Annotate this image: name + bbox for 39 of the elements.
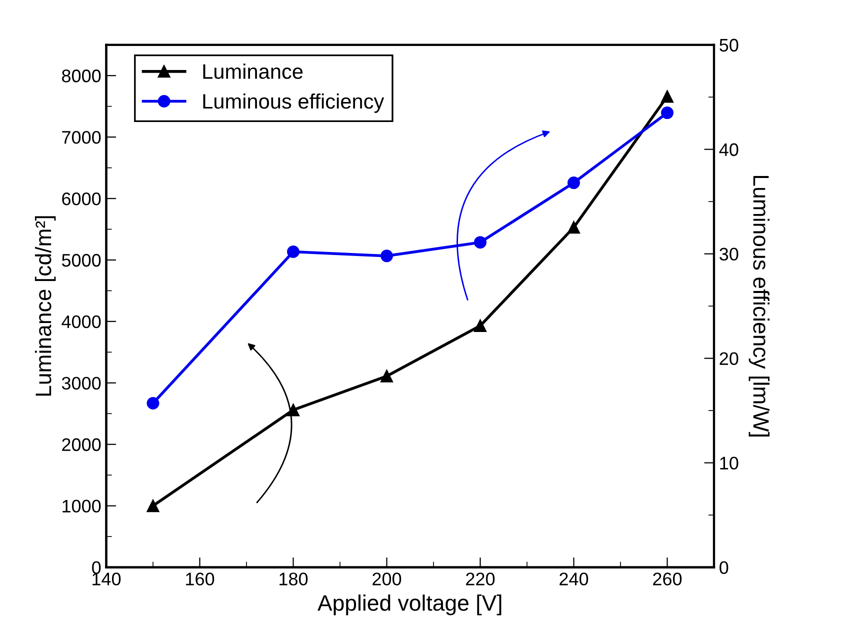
y2-tick-label: 30 xyxy=(720,248,738,261)
point xyxy=(287,245,300,258)
x-tick-label: 200 xyxy=(372,572,402,586)
point xyxy=(568,176,580,190)
x-tick-label: 160 xyxy=(186,572,214,586)
y-tick-label: 0 xyxy=(92,561,101,574)
point xyxy=(380,370,393,382)
point xyxy=(146,500,160,512)
y-axis-title: Luminance [cd/m²] xyxy=(34,216,56,396)
x-tick-label: 260 xyxy=(653,572,682,586)
x-tick-label: 180 xyxy=(280,572,308,586)
y-tick-label: 5000 xyxy=(62,254,101,267)
y2-tick-label: 20 xyxy=(720,352,738,366)
point xyxy=(661,106,674,120)
y-tick-label: 6000 xyxy=(62,192,101,206)
legend-label: Luminance xyxy=(203,64,303,79)
y2-tick-label: 40 xyxy=(719,143,738,156)
y-tick-label: 8000 xyxy=(62,70,101,82)
x-axis-title: Applied voltage [V] xyxy=(318,594,502,616)
point xyxy=(661,90,674,103)
y-tick-label: 2000 xyxy=(62,438,101,452)
y-tick-label: 1000 xyxy=(62,500,101,513)
y-tick-label: 7000 xyxy=(62,130,101,144)
point xyxy=(146,396,160,410)
y2-axis-title: Luminous efficiency [lm/W] xyxy=(748,176,770,436)
x-tick-label: 220 xyxy=(466,572,495,586)
point xyxy=(380,250,393,262)
y2-tick-label: 50 xyxy=(720,38,738,52)
y2-tick-label: 0 xyxy=(720,561,728,574)
y-tick-label: 3000 xyxy=(62,376,101,390)
x-tick-label: 140 xyxy=(92,572,121,586)
point xyxy=(474,319,486,332)
point xyxy=(568,221,580,234)
legend-label: Luminous efficiency xyxy=(203,93,384,113)
point xyxy=(287,404,300,416)
point xyxy=(474,236,486,249)
y2-tick-label: 10 xyxy=(720,456,738,470)
y-tick-label: 4000 xyxy=(62,315,101,328)
x-tick-label: 240 xyxy=(560,572,588,586)
